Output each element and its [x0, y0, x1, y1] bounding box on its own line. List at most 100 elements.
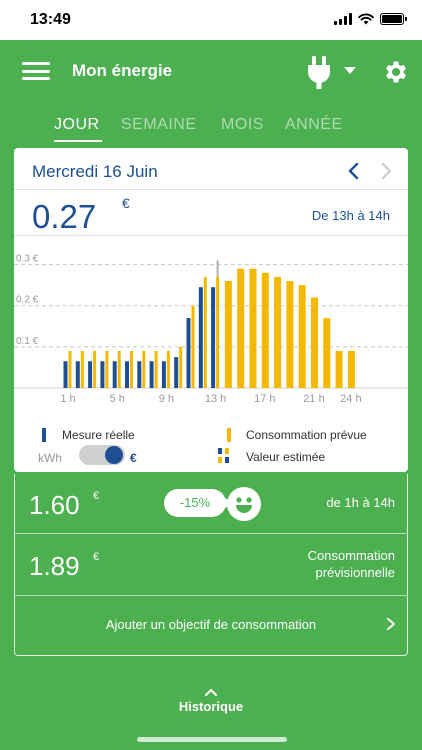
comparison-badge: -15%: [164, 489, 232, 517]
divider: [14, 235, 408, 236]
bar-forecast: [216, 276, 220, 388]
selected-date: Mercredi 16 Juin: [32, 162, 158, 181]
x-tick-label: 1 h: [60, 393, 75, 405]
bar-forecast: [166, 350, 170, 388]
gear-icon[interactable]: [381, 58, 409, 86]
bar-real: [63, 361, 68, 388]
divider: [14, 189, 408, 190]
kpi-consumption-so-far: 1.60 € -15% de 1h à 14h: [14, 474, 408, 534]
bar-forecast: [323, 318, 331, 388]
bar-forecast: [142, 350, 146, 388]
chevron-down-icon[interactable]: [344, 67, 356, 74]
bar-forecast: [286, 281, 294, 388]
legend-real-label: Mesure réelle: [62, 428, 135, 442]
bar-forecast: [203, 276, 207, 388]
app-bar: Mon énergie: [0, 40, 422, 102]
bar-forecast: [154, 350, 158, 388]
bar-forecast: [191, 305, 195, 388]
consumption-card: Mercredi 16 Juin 0.27 € De 13h à 14h 0.3…: [14, 148, 408, 472]
period-tabs: JOUR SEMAINE MOIS ANNÉE: [0, 112, 422, 146]
chevron-right-icon: [387, 618, 395, 630]
chevron-right-icon[interactable]: [376, 161, 396, 181]
bar-real: [211, 287, 216, 388]
x-tick-label: 17 h: [254, 393, 275, 405]
kpi2-value: 1.89: [29, 551, 80, 581]
history-button[interactable]: Historique: [0, 688, 422, 714]
add-goal-button[interactable]: Ajouter un objectif de consommation: [14, 596, 408, 656]
x-tick-label: 24 h: [340, 393, 361, 405]
bar-forecast: [249, 268, 257, 388]
bar-real: [149, 361, 154, 388]
bar-forecast: [311, 297, 318, 388]
x-tick-label: 13 h: [205, 393, 226, 405]
kpi1-range: de 1h à 14h: [326, 495, 395, 510]
bar-forecast: [274, 276, 282, 388]
bar-forecast: [224, 281, 232, 388]
page-title: Mon énergie: [72, 61, 173, 80]
smiley-icon: [227, 487, 261, 521]
bar-forecast: [261, 272, 269, 388]
plug-icon[interactable]: [304, 55, 334, 89]
legend-estimated-label: Valeur estimée: [246, 450, 326, 464]
y-tick-label: 0.2 €: [16, 295, 39, 306]
tab-mois[interactable]: MOIS: [221, 116, 264, 133]
bar-forecast: [68, 350, 72, 388]
x-tick-label: 5 h: [110, 393, 125, 405]
bar-real: [100, 361, 105, 388]
tab-jour[interactable]: JOUR: [54, 116, 100, 133]
battery-icon: [380, 13, 407, 25]
bar-forecast: [237, 268, 245, 388]
kpi2-unit: €: [93, 551, 100, 563]
bar-real: [137, 361, 142, 388]
active-tab-indicator: [54, 140, 102, 142]
x-tick-label: 21 h: [303, 393, 324, 405]
unit-toggle[interactable]: [79, 445, 125, 465]
status-icons: [334, 13, 407, 25]
tab-semaine[interactable]: SEMAINE: [121, 116, 197, 133]
chevron-left-icon[interactable]: [344, 161, 364, 181]
selected-value-unit: €: [122, 195, 130, 211]
tab-annee[interactable]: ANNÉE: [285, 116, 343, 133]
bar-forecast: [93, 350, 97, 388]
hamburger-menu-icon[interactable]: [22, 62, 50, 80]
kpi2-label-line2: prévisionnelle: [315, 565, 396, 580]
legend-real-swatch: [42, 428, 46, 442]
kpi1-unit: €: [93, 490, 100, 502]
bar-real: [112, 361, 117, 388]
bar-forecast: [117, 350, 121, 388]
bar-real: [161, 361, 166, 388]
legend-forecast-swatch: [227, 428, 231, 442]
unit-euro-label: €: [130, 451, 137, 465]
bar-forecast: [130, 350, 133, 388]
selected-value: 0.27: [32, 198, 97, 235]
add-goal-label: Ajouter un objectif de consommation: [105, 617, 317, 632]
bar-real: [75, 361, 80, 388]
bar-forecast: [105, 350, 109, 388]
selected-range: De 13h à 14h: [311, 208, 390, 223]
y-tick-label: 0.1 €: [16, 336, 39, 347]
kpi2-label: Consommation prévisionnelle: [245, 547, 395, 581]
chevron-up-icon: [205, 689, 217, 696]
unit-kwh-label: kWh: [38, 451, 62, 465]
bar-real: [125, 361, 129, 388]
bar-forecast: [335, 350, 343, 388]
status-time: 13:49: [30, 11, 71, 28]
y-tick-label: 0.3 €: [16, 254, 39, 265]
history-label: Historique: [178, 699, 244, 714]
bar-real: [198, 287, 203, 388]
legend-estimated-swatch: [218, 448, 230, 464]
cellular-signal-icon: [334, 13, 352, 25]
status-bar: 13:49: [0, 0, 422, 40]
consumption-chart[interactable]: 0.3 € 0.2 € 0.1 € 1 h 5 h 9 h 13 h 17 h 21 h 24 h: [14, 236, 408, 426]
kpi-forecast: 1.89 € Consommation prévisionnelle: [14, 534, 408, 596]
wifi-icon: [358, 13, 374, 25]
bar-forecast: [298, 285, 306, 388]
bar-forecast: [347, 350, 355, 388]
kpi2-label-line1: Consommation: [307, 548, 395, 563]
bar-real: [88, 361, 93, 388]
bar-forecast: [179, 346, 183, 388]
kpi1-value: 1.60: [29, 490, 80, 520]
bar-real: [186, 318, 191, 388]
bar-forecast: [80, 350, 84, 388]
x-tick-label: 9 h: [159, 393, 174, 405]
